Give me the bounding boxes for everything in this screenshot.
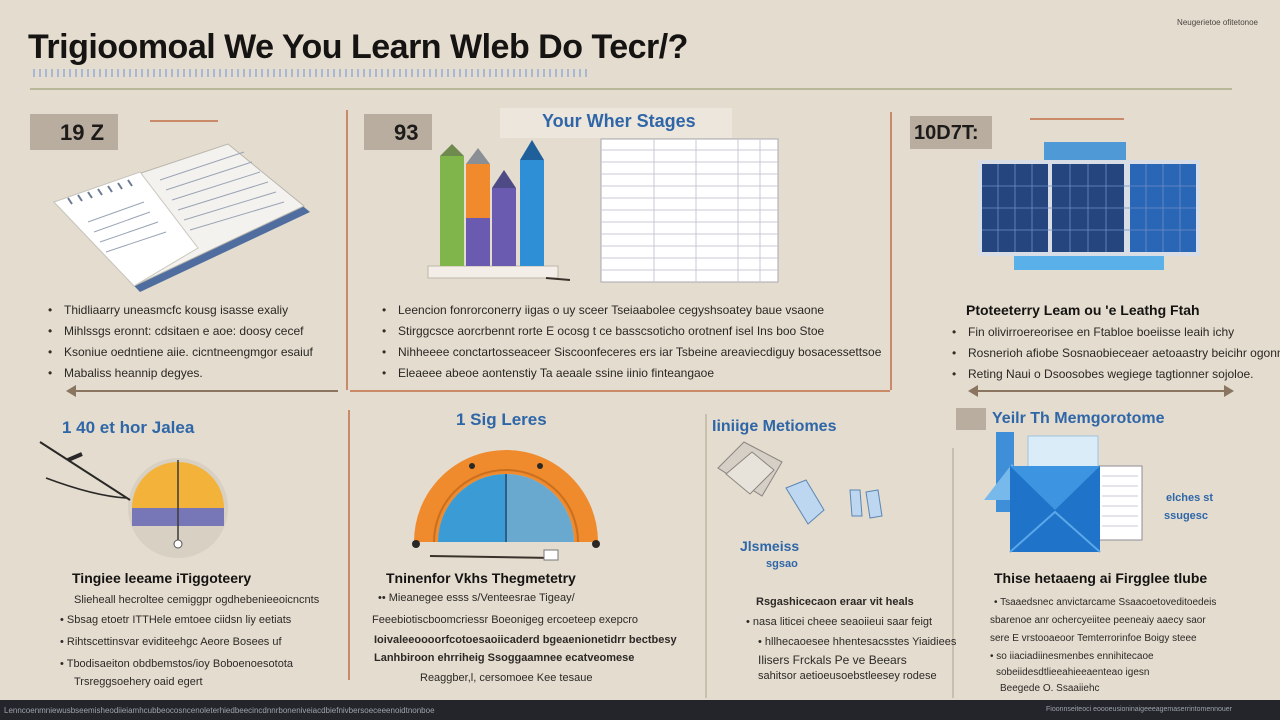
panel6-side-label-1: Jlsmeiss xyxy=(740,538,800,554)
divider-top-2 xyxy=(890,112,892,390)
panel6-side-label-2: sgsao xyxy=(766,558,798,570)
list-item: Reting Naui o Dsoosobes wegiege tagtionn… xyxy=(952,364,1280,385)
list-item: Ksoniue oedntiene aiie. cicntneengmgor e… xyxy=(48,342,313,363)
panel1-tag-line xyxy=(150,120,218,122)
panel4-line: • Rihtscettinsvar eviditeehgc Aeore Bose… xyxy=(60,636,282,648)
panel7-heading: Yeilr Th Memgorotome xyxy=(992,410,1165,427)
footer-left-text: Lenncoenmniewusbseemisheodiieiamhcubbeoc… xyxy=(4,706,435,715)
title-underline-ticks xyxy=(33,69,587,77)
panel6-line: Rsgashicecaon eraar vit heals xyxy=(756,596,914,608)
list-item: Nihheeee conctartosseaceer Siscoonfecere… xyxy=(382,342,881,363)
panel4-title: Tingiee leeame iTiggoteery xyxy=(72,570,252,586)
panel4-line: Slieheall hecroltee cemiggpr ogdhebeniee… xyxy=(74,594,320,606)
panel3-arrow xyxy=(968,385,1234,397)
panel7-side-label-1: elches st xyxy=(1166,492,1214,504)
panel5-line: Feeebiotiscboomcriessr Boeonigeg ercoete… xyxy=(372,614,638,626)
divider-bottom-2 xyxy=(705,414,707,698)
panel6-line: Ilisers Frckals Pe ve Beears xyxy=(758,653,907,667)
panel2-tag: 93 xyxy=(364,114,433,150)
divider-bottom-1 xyxy=(348,410,350,680)
panel1-arrow xyxy=(66,385,338,397)
panel1-tag: 19 Z xyxy=(30,114,119,150)
panel4-heading: 1 40 et hor Jalea xyxy=(62,418,195,437)
list-item: Mihlssgs eronnt: cdsitaen e aoe: doosy c… xyxy=(48,321,313,342)
panel6-line: • hllhecaoesee hhentesacsstes Yiaidiees xyxy=(758,636,957,648)
panel4-line: • Tbodisaeiton obdbemstos/ioy Boboenoeso… xyxy=(60,658,293,670)
panel7-line: sbarenoe anr ochercyeiitee peeneaiy aaec… xyxy=(990,615,1206,626)
panel7-line: • Tsaaedsnec anvictarcame Ssaacoetovedit… xyxy=(994,597,1217,608)
panel2-bottom-rule xyxy=(350,390,890,392)
panel4-line: Trsreggsoehery oaid egert xyxy=(74,676,203,688)
panel7-line: • so iiaciadiinesmenbes ennihitecaoe xyxy=(990,651,1154,662)
panel6-line: • nasa liticei cheee seaoiieui saar feig… xyxy=(746,616,933,628)
panel7-line: sobeiidesdtlieeahieeaenteao igesn xyxy=(996,667,1150,678)
panel5-heading: 1 Sig Leres xyxy=(456,410,547,429)
list-item: Mabaliss heannip degyes. xyxy=(48,363,313,384)
panel6-line: sahitsor aetioeusoebstleesey rodese xyxy=(758,670,937,682)
envelope-documents-icon xyxy=(984,432,1143,553)
solar-panel-grid-icon xyxy=(978,142,1200,270)
panel7-title: Thise hetaaeng ai Firgglee tlube xyxy=(994,570,1208,586)
panel3-bullet-list: Fin olivirroereorisee en Ftabloe boeiiss… xyxy=(952,322,1280,385)
panel1-bullet-list: Thidliaarry uneasmcfc kousg isasse exali… xyxy=(48,300,313,384)
divider-bottom-3 xyxy=(952,448,954,698)
corner-caption: Neugerietoe ofitetonoe xyxy=(1177,18,1258,27)
panel5-title: Tninenfor Vkhs Thegmetetry xyxy=(386,570,576,586)
divider-top-1 xyxy=(346,110,348,390)
panel2-heading: Your Wher Stages xyxy=(542,111,696,131)
panel5-line: Ioivaleeoooorfcotoesaoiicaderd bgeaenion… xyxy=(374,634,677,646)
panel3-tag: 10D7T: xyxy=(910,116,993,149)
panel5-line: •• Mieanegee esss s/Venteesrae Tigeay/ xyxy=(378,592,575,604)
header-divider xyxy=(30,88,1232,90)
page-title: Trigioomoal We You Learn Wleb Do Tecr/? xyxy=(28,28,688,66)
panel7-line: sere E vrstooaeoor Temterrorinfoe Boigy … xyxy=(990,633,1197,644)
panel7-side-label-2: ssugesc xyxy=(1164,510,1209,522)
panel7-line: Beegede O. Ssaaiiehc xyxy=(1000,683,1100,694)
footer-bar xyxy=(0,700,1280,720)
panel3-tag-line xyxy=(1030,118,1124,120)
open-notebook-icon xyxy=(53,143,310,292)
list-item: Fin olivirroereorisee en Ftabloe boeiiss… xyxy=(952,322,1280,343)
list-item: Leencion fonrorconerry iigas o uy sceer … xyxy=(382,300,881,321)
protractor-gauge-icon xyxy=(39,441,228,558)
panel5-line: Reaggber,l, cersomoee Kee tesaue xyxy=(420,672,593,684)
panel2-heading-backdrop xyxy=(500,108,732,138)
table-sheet-icon xyxy=(600,138,779,283)
panel7-tag xyxy=(956,408,986,430)
footer-right-text: Fioonnseiteoci eoooeusioninaigeeeagemase… xyxy=(1046,706,1233,713)
panel3-heading: Ptoteeterry Leam ou 'e Leathg Ftah xyxy=(966,302,1200,318)
list-item: Eleaeee abeoe aontenstiy Ta aeaale ssine… xyxy=(382,363,881,384)
bar-pencils-icon xyxy=(427,140,570,281)
list-item: Rosnerioh afiobe Sosnaobieceaer aetoaast… xyxy=(952,343,1280,364)
panel6-heading: Iiniige Metiomes xyxy=(712,418,837,435)
list-item: Thidliaarry uneasmcfc kousg isasse exali… xyxy=(48,300,313,321)
paper-shapes-icon xyxy=(717,441,883,525)
panel4-line: • Sbsag etoetr ITTHele emtoee ciidsn liy… xyxy=(60,614,292,626)
list-item: Stirggcsce aorcrbennt rorte E ocosg t ce… xyxy=(382,321,881,342)
panel2-bullet-list: Leencion fonrorconerry iigas o uy sceer … xyxy=(382,300,881,384)
panel5-line: Lanhbiroon ehrriheig Ssoggaamnee ecatveo… xyxy=(374,652,635,664)
semicircle-gauge-icon xyxy=(412,450,600,561)
